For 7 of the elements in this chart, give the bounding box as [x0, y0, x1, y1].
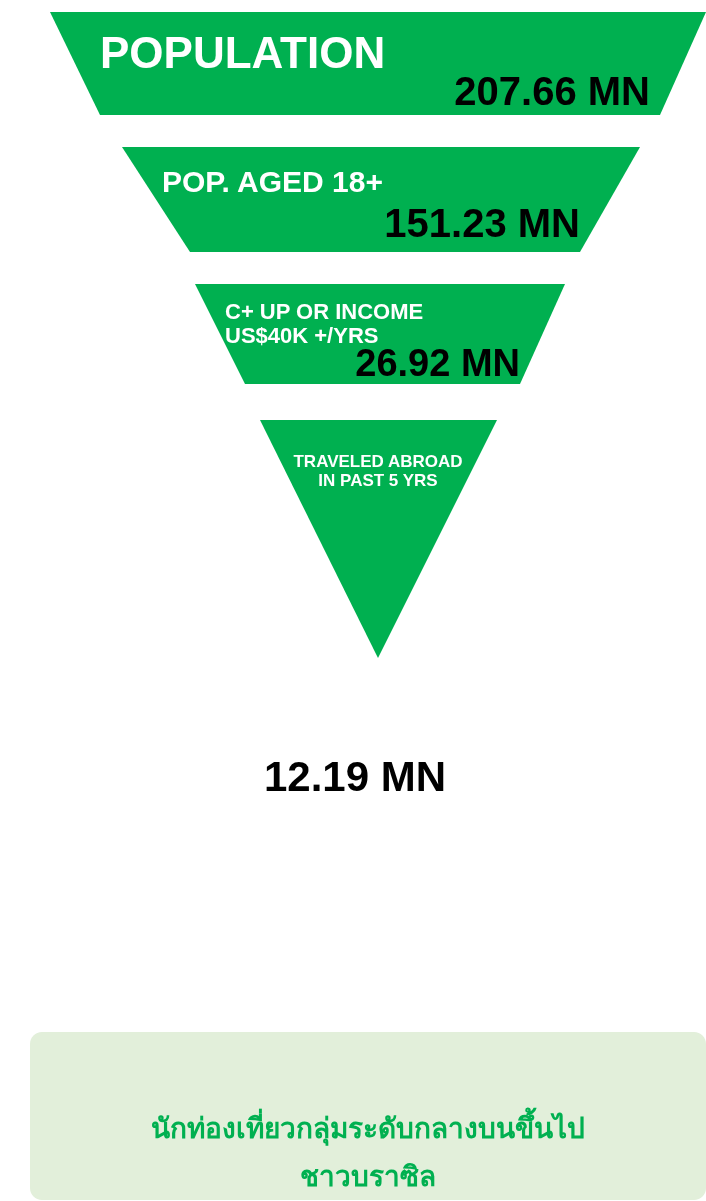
category-label: POP. AGED 18+ — [162, 165, 383, 198]
data-label: 151.23 MN — [384, 201, 580, 245]
category-label: TRAVELED ABROAD IN PAST 5 YRS — [293, 452, 463, 490]
category-label: POPULATION — [100, 28, 386, 77]
data-label: 207.66 MN — [454, 69, 650, 113]
text: นักท่องเที่ยวกลุ่มระดับกลางบนขึ้นไป ชาวบราซิล — [151, 1107, 585, 1193]
data-label: 12.19 MN — [263, 753, 447, 800]
